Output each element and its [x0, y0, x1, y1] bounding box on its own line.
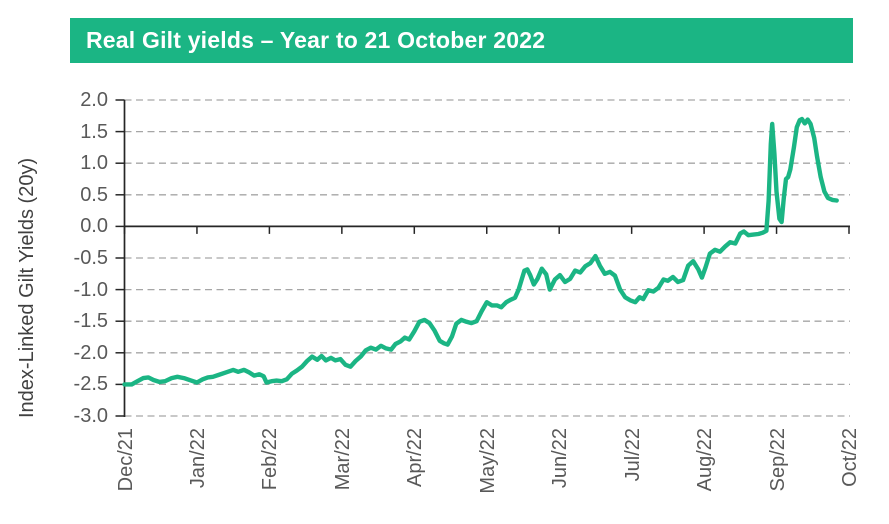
x-tick-label: Mar/22 — [331, 428, 354, 491]
y-tick-label: -1.5 — [73, 310, 108, 333]
x-tick-label: Feb/22 — [259, 428, 282, 491]
x-tick-label: Sep/22 — [766, 428, 789, 492]
x-tick-label: Aug/22 — [694, 428, 717, 492]
chart-title: Real Gilt yields – Year to 21 October 20… — [86, 27, 546, 53]
y-tick-label: 0.5 — [80, 183, 108, 206]
x-tick-label: Jul/22 — [621, 428, 644, 482]
x-tick-label: Oct/22 — [839, 428, 861, 487]
y-tick-label: -1.0 — [73, 278, 108, 301]
x-tick-label: Jun/22 — [549, 428, 572, 489]
x-tick-label: Dec/21 — [114, 428, 137, 492]
x-tick-label: May/22 — [476, 428, 499, 494]
yield-line-series — [122, 116, 839, 387]
y-tick-label: -3.0 — [73, 405, 108, 427]
y-tick-label: 2.0 — [80, 89, 108, 111]
y-tick-label: -2.0 — [73, 341, 108, 364]
y-tick-label: -0.5 — [73, 247, 108, 269]
y-tick-label: 1.0 — [80, 152, 108, 175]
x-tick-label: Apr/22 — [404, 428, 427, 487]
y-tick-label: 0.0 — [80, 215, 108, 238]
y-tick-label: 1.5 — [80, 120, 108, 143]
y-tick-label: -2.5 — [73, 373, 108, 396]
x-tick-label: Jan/22 — [186, 428, 209, 489]
y-axis-title: Index-Linked Gilt Yields (20y) — [16, 157, 38, 418]
chart-title-bar: Real Gilt yields – Year to 21 October 20… — [70, 18, 853, 63]
